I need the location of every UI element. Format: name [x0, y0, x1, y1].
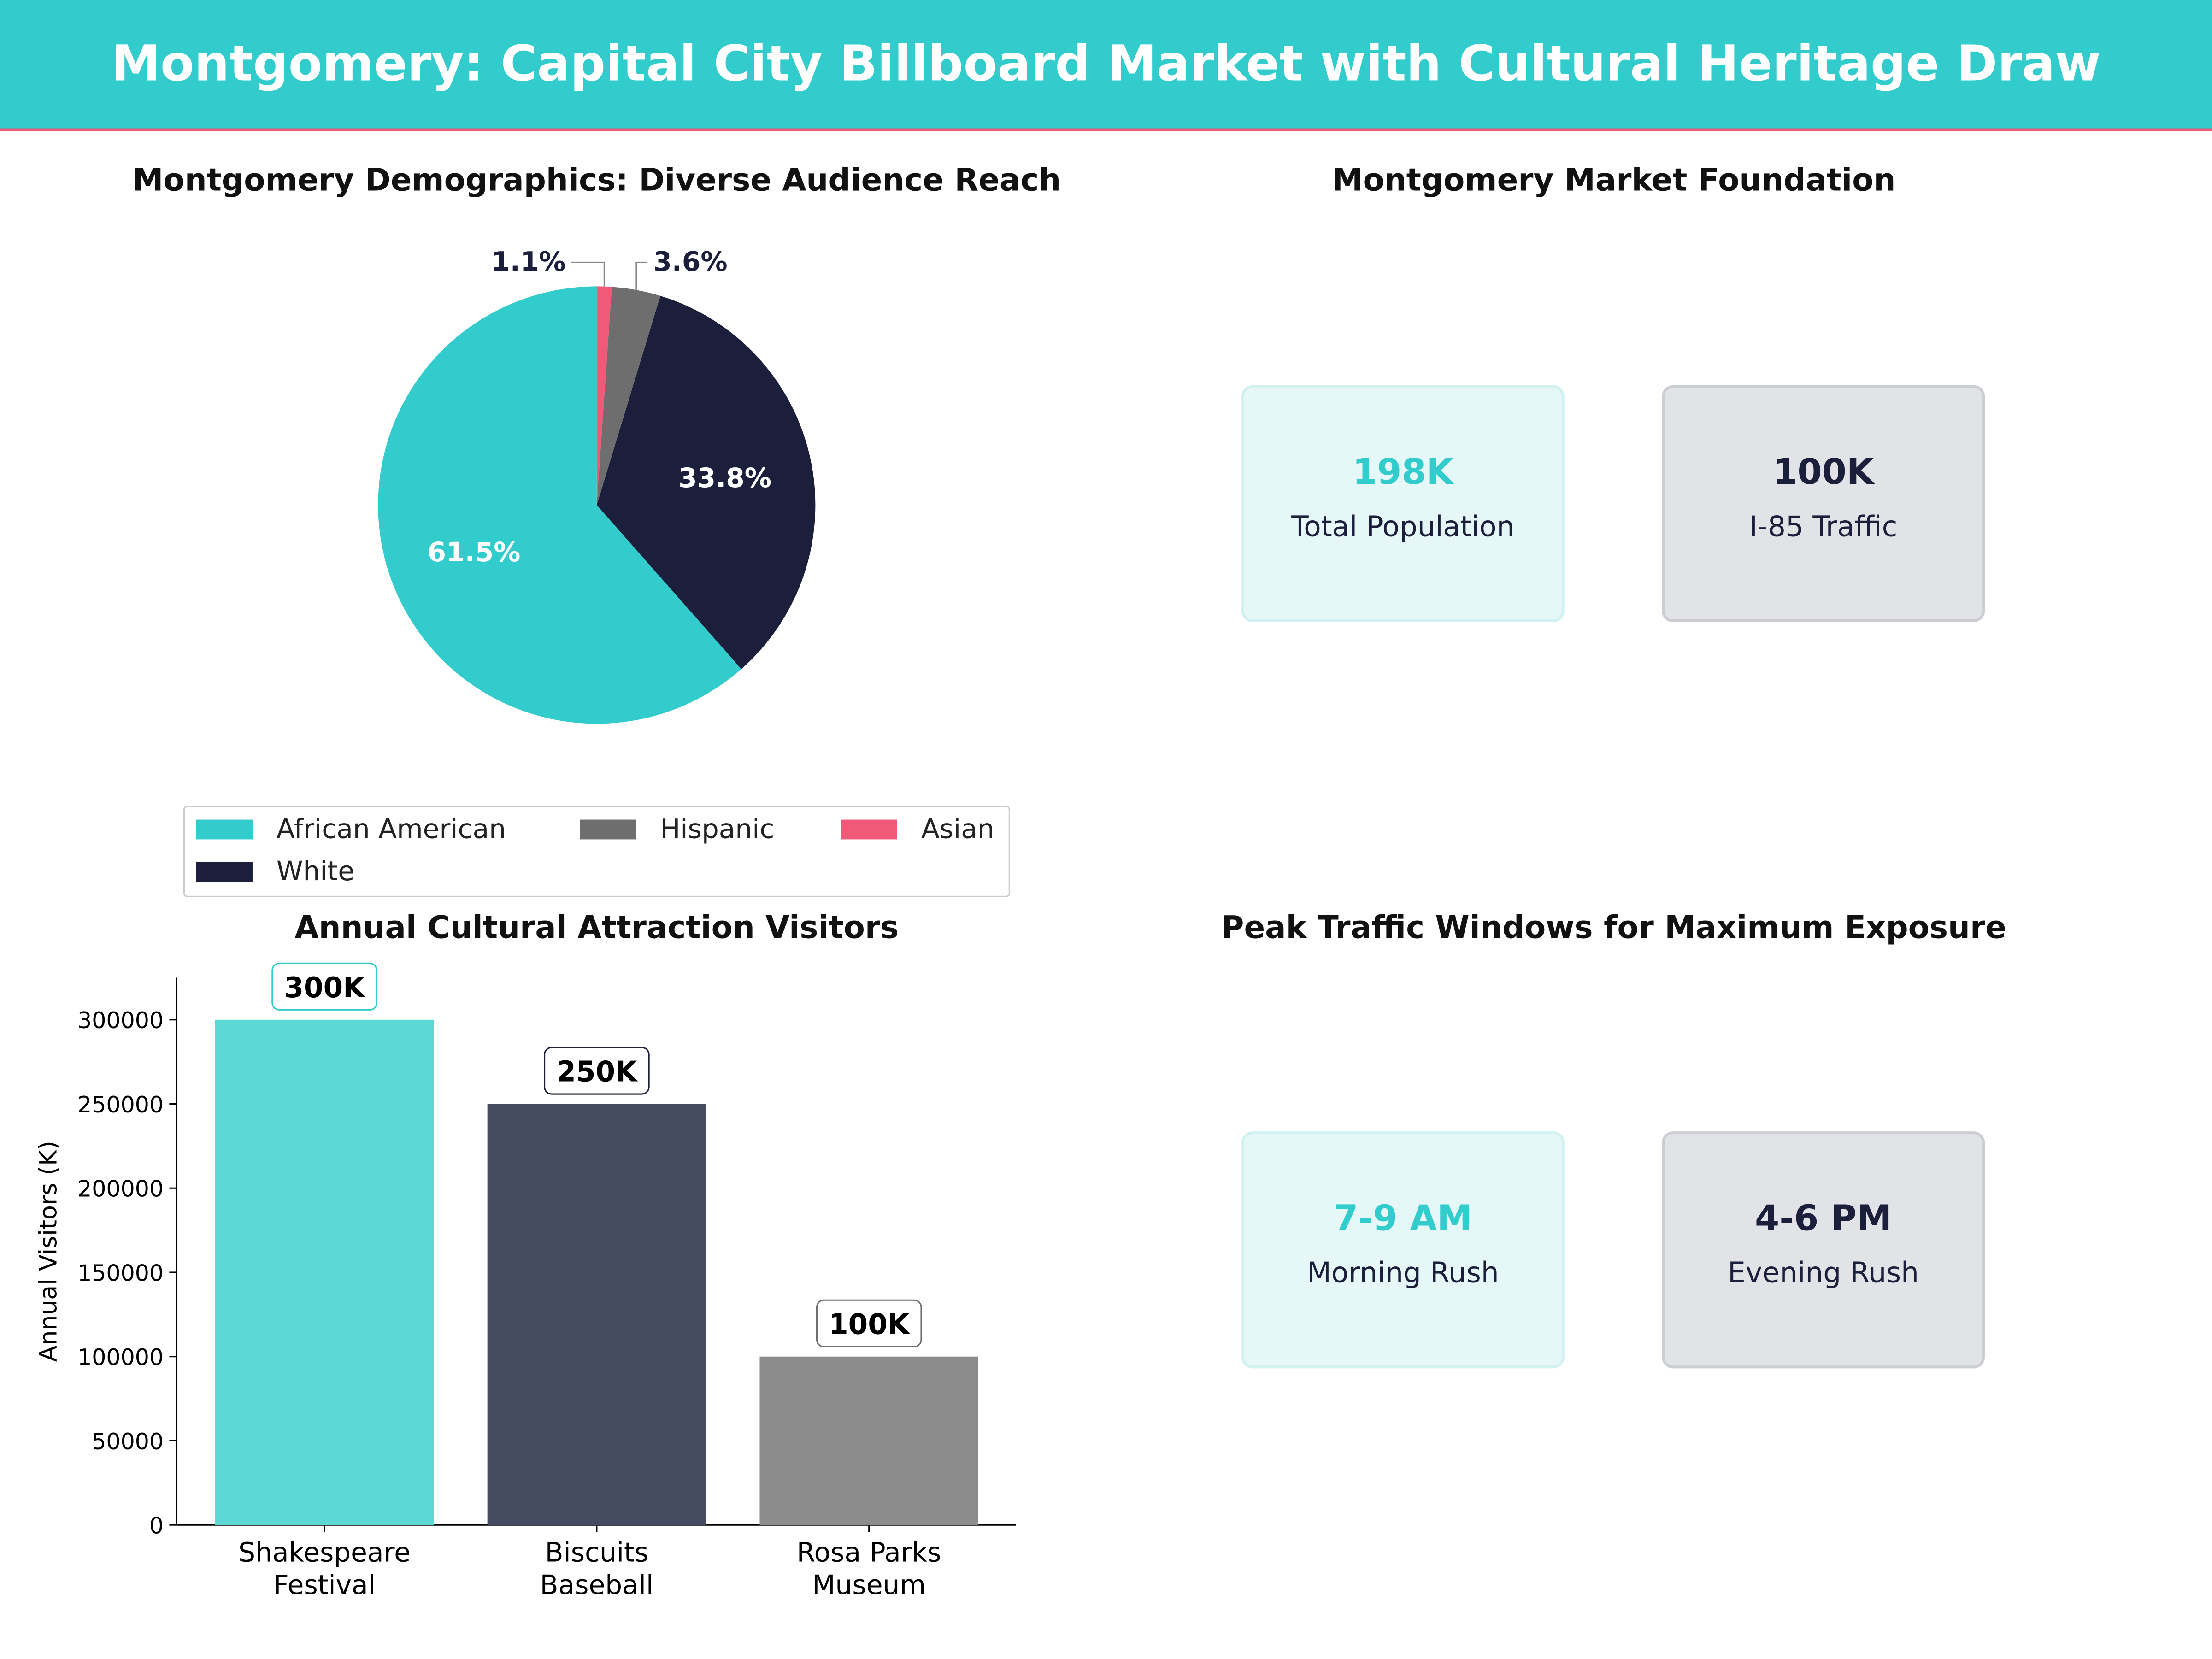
data-label-box [544, 1047, 650, 1095]
y-tick-label: 50000 [92, 1429, 164, 1455]
stat-label: Total Population [1291, 509, 1515, 543]
stat-card-morning-rush: 7-9 AM Morning Rush [1241, 1131, 1565, 1369]
y-tick-label: 150000 [77, 1260, 164, 1286]
bar [215, 1019, 434, 1525]
pie-pct-label: 3.6% [653, 246, 727, 277]
x-tick-label: Festival [273, 1569, 376, 1600]
legend-swatch [841, 819, 897, 840]
bar [487, 1104, 706, 1525]
bar-value-label: 250K [556, 1056, 638, 1088]
visitors-bar-chart: 0 50000 100000 150000 200000 250000 300000 Annu… [35, 962, 1016, 1600]
stat-card-population: 198K Total Population [1241, 385, 1565, 622]
y-axis-label: Annual Visitors (K) [35, 1141, 62, 1362]
y-tick-label: 250000 [77, 1092, 164, 1118]
bar [759, 1356, 978, 1525]
pie-title: Montgomery Demographics: Diverse Audienc… [132, 164, 1061, 199]
legend-swatch [196, 819, 253, 840]
pie-slice [596, 286, 612, 505]
bar-value-label: 300K [284, 971, 366, 1004]
demographics-pie-chart: 61.5% 33.8% 3.6% 1.1% [378, 246, 816, 724]
pie-leader-line [635, 261, 648, 290]
stat-label: Evening Rush [1728, 1255, 1919, 1289]
legend-label: White [276, 856, 355, 888]
legend-swatch [580, 819, 636, 840]
market-title: Montgomery Market Foundation [1332, 164, 1896, 199]
y-tick-label: 100000 [77, 1344, 164, 1371]
stat-label: Morning Rush [1307, 1255, 1499, 1289]
stat-card-evening-rush: 4-6 PM Evening Rush [1662, 1131, 1985, 1369]
pie-slice [378, 286, 741, 724]
pie-slice [596, 295, 816, 669]
stat-value: 100K [1773, 451, 1874, 493]
stat-card-traffic: 100K I-85 Traffic [1662, 385, 1985, 622]
x-tick-label: Rosa Parks [797, 1537, 941, 1568]
legend-item: White [196, 856, 355, 888]
legend-label: Hispanic [660, 814, 775, 845]
pie-pct-label: 1.1% [491, 246, 565, 277]
x-tick-label: Museum [812, 1569, 926, 1600]
page-title: Montgomery: Capital City Billboard Marke… [111, 36, 2101, 93]
y-tick-label: 0 [149, 1513, 164, 1539]
legend-swatch [196, 862, 253, 882]
pie-legend: African American White Hispanic Asian [183, 805, 1010, 897]
x-tick-label: Baseball [540, 1569, 653, 1600]
x-tick-label: Biscuits [545, 1537, 648, 1568]
stat-label: I-85 Traffic [1749, 509, 1898, 543]
pie-pct-label: 33.8% [678, 462, 771, 494]
legend-label: Asian [921, 814, 994, 845]
legend-item: Hispanic [580, 814, 774, 845]
data-label-box [271, 962, 377, 1011]
x-tick-label: Shakespeare [238, 1537, 411, 1568]
legend-item: African American [196, 814, 506, 845]
header-banner: Montgomery: Capital City Billboard Marke… [0, 0, 2212, 131]
stat-value: 198K [1352, 451, 1453, 493]
bar-title: Annual Cultural Attraction Visitors [294, 911, 899, 947]
pie-slice [596, 287, 660, 505]
y-tick-label: 300000 [77, 1007, 164, 1034]
stat-value: 4-6 PM [1754, 1197, 1892, 1239]
legend-label: African American [276, 814, 506, 845]
stat-value: 7-9 AM [1334, 1197, 1472, 1239]
pie-leader-line [571, 261, 605, 287]
pie-pct-label: 61.5% [428, 536, 521, 568]
traffic-title: Peak Traffic Windows for Maximum Exposur… [1221, 911, 2006, 947]
legend-item: Asian [841, 814, 994, 845]
y-tick-label: 200000 [77, 1176, 164, 1202]
bar-value-label: 100K [829, 1308, 911, 1341]
data-label-box [816, 1299, 922, 1347]
